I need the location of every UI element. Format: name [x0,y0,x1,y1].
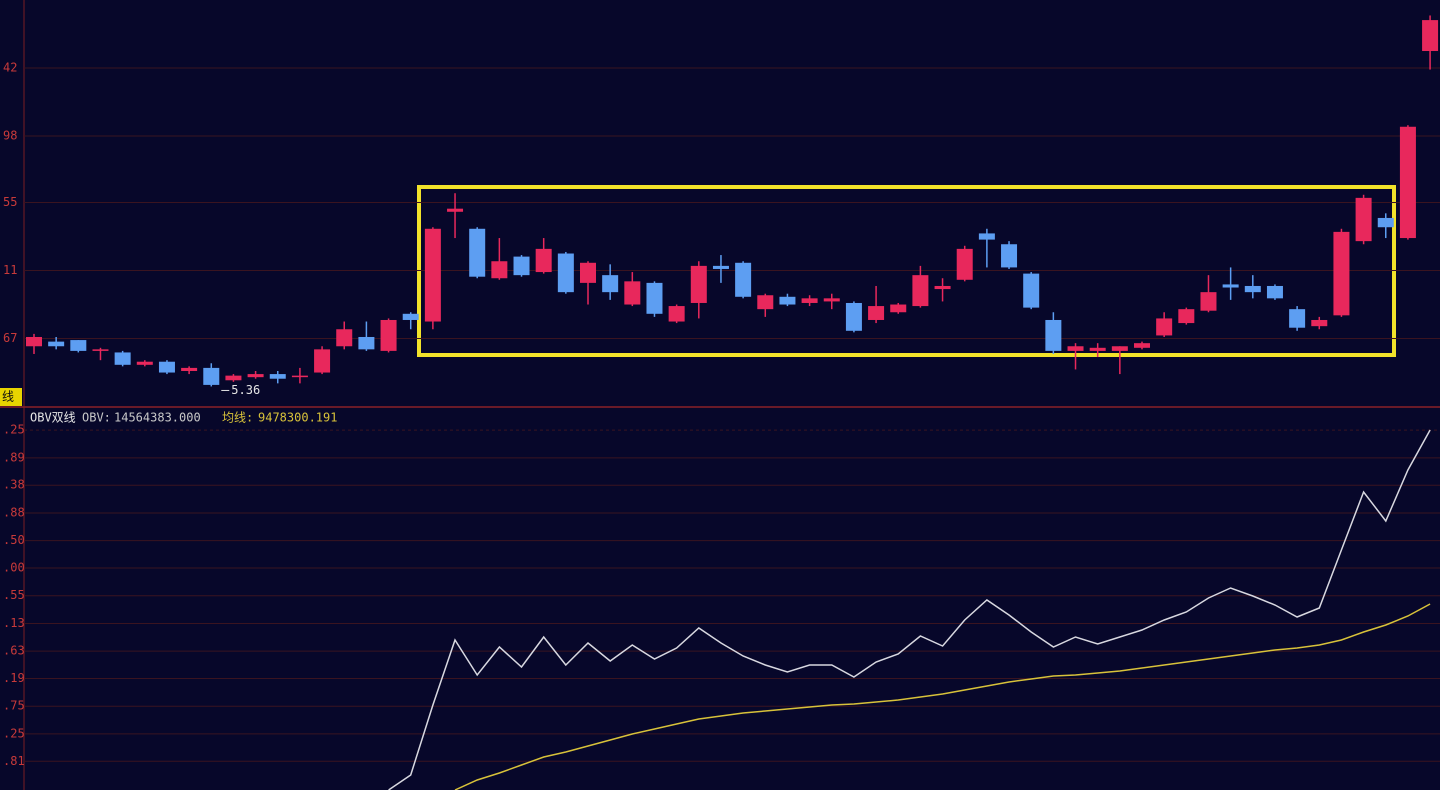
obv-value: 14564383.000 [114,411,201,425]
candle-body [912,275,929,307]
series-line [388,429,1431,790]
candle-body [934,285,951,290]
candle-body [1178,309,1195,324]
candle-body [1156,318,1173,336]
candle-body [291,375,308,378]
candle-body [491,261,508,279]
candle-body [136,361,153,365]
y-tick-label: .81 [3,754,25,768]
candle-body [1244,285,1261,293]
candle-body [203,367,220,385]
candle-body [690,265,707,303]
candle-body [1023,273,1040,308]
candle-body [70,340,87,351]
candle-body [801,298,818,303]
ma-value: 9478300.191 [258,411,337,425]
candle-body [225,375,242,381]
candle-body [646,282,663,314]
y-tick-label: .00 [3,561,25,575]
candle-body [1001,244,1018,268]
candle-body [402,313,419,320]
y-tick-label: .25 [3,423,25,437]
y-tick-label: .50 [3,533,25,547]
y-tick-label: 11 [3,263,17,277]
candle-body [158,361,175,373]
candle-body [92,349,109,351]
candle-body [557,253,574,293]
candle-body [890,304,907,313]
candle-body [1355,197,1372,242]
candle-body [1067,346,1084,351]
y-tick-label: .19 [3,671,25,685]
candle-body [978,233,995,240]
obv-label: OBV: [82,411,111,425]
candle-body [424,228,441,322]
y-tick-label: 55 [3,195,17,209]
y-tick-label: 67 [3,331,17,345]
candle-body [757,295,774,310]
candle-body [1289,309,1306,328]
candle-body [469,228,486,277]
candle-body [314,349,331,373]
left-tab [0,388,22,406]
candle-body [513,256,530,276]
candle-body [956,248,973,280]
y-tick-label: 98 [3,129,17,143]
candle-body [181,367,198,371]
candle-body [712,265,729,269]
y-tick-label: 42 [3,61,17,75]
y-tick-label: .63 [3,644,25,658]
candle-body [247,374,264,378]
candle-body [845,302,862,331]
candle-body [668,306,685,322]
candle-body [735,262,752,297]
candle-body [624,281,641,305]
y-tick-label: .55 [3,588,25,602]
indicator-title: OBV双线 [30,411,76,425]
candle-body [1422,20,1439,52]
y-tick-label: .25 [3,726,25,740]
left-tab-text: 线 [2,390,14,404]
ma-label: 均线: [222,411,253,425]
candle-body [1311,319,1328,327]
candle-body [114,352,131,365]
candle-body [48,341,65,347]
annotation: 5.36 [231,383,260,397]
candle-body [269,374,286,379]
y-tick-label: .38 [3,478,25,492]
y-tick-label: .75 [3,699,25,713]
candle-body [535,248,552,273]
series-line [454,603,1431,790]
candle-body [26,336,42,347]
candle-body [1111,346,1128,351]
candle-body [336,329,353,347]
candle-body [602,275,619,293]
y-tick-label: .13 [3,616,25,630]
candle-body [868,306,885,320]
candle-body [447,208,464,212]
candle-body [580,262,596,283]
candle-body [1377,217,1394,228]
candle-body [1399,126,1416,239]
candle-body [779,296,796,305]
candle-body [1134,343,1150,348]
candle-body [1266,285,1283,299]
candle-body [1222,284,1239,288]
candle-body [1089,347,1106,351]
y-tick-label: .89 [3,450,25,464]
candle-body [1045,319,1062,351]
candle-body [823,298,840,302]
candle-body [380,319,397,351]
y-tick-label: .88 [3,505,25,519]
candle-body [358,336,375,350]
candle-body [1200,292,1217,311]
candle-body [1333,231,1350,316]
